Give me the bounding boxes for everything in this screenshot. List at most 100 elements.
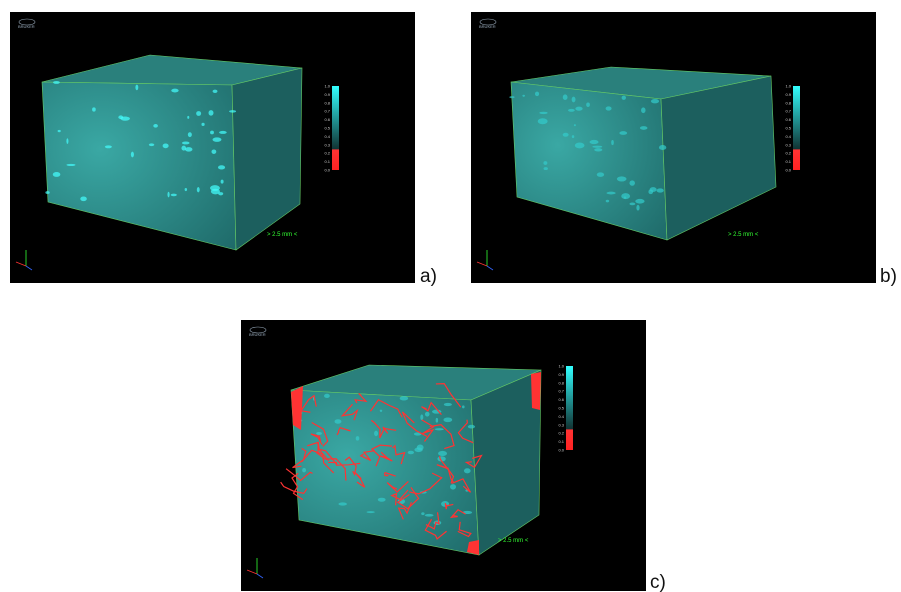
grain xyxy=(219,131,227,134)
colorbar-label: 0.5 xyxy=(785,126,791,131)
grain xyxy=(468,425,475,429)
grain xyxy=(378,498,386,502)
colorbar-label: 1.0 xyxy=(785,84,791,89)
colorbar-label: 0.5 xyxy=(324,126,330,131)
grain xyxy=(425,514,434,517)
colorbar-label: 0.9 xyxy=(558,372,564,377)
grain xyxy=(586,102,590,106)
colorbar-label: 0.0 xyxy=(324,168,330,173)
grain xyxy=(221,180,224,184)
grain xyxy=(163,143,169,148)
colorbar-label: 0.7 xyxy=(558,389,564,394)
grain xyxy=(435,428,444,430)
scale-bar: > 2.5 mm < xyxy=(498,538,529,544)
grain xyxy=(213,137,222,142)
grain xyxy=(617,176,627,181)
grain xyxy=(592,146,602,148)
panel-label: b) xyxy=(880,266,897,287)
grain xyxy=(380,410,383,412)
colorbar-label: 0.8 xyxy=(785,100,791,105)
grain xyxy=(444,403,452,406)
grain xyxy=(171,89,178,93)
grain xyxy=(196,111,201,116)
colorbar-label: 0.3 xyxy=(324,142,330,147)
grain xyxy=(185,188,187,191)
grain xyxy=(53,81,60,84)
grain xyxy=(651,99,659,103)
grain xyxy=(539,112,547,114)
panel: BRUKER1.00.90.80.70.60.50.40.30.20.10.0>… xyxy=(471,12,876,283)
grain xyxy=(201,123,204,126)
grain xyxy=(629,180,634,185)
grain xyxy=(408,451,414,455)
colorbar-label: 0.4 xyxy=(324,134,330,139)
grain xyxy=(149,143,154,146)
grain xyxy=(187,116,189,119)
grain xyxy=(522,95,525,97)
grain xyxy=(182,141,190,144)
grain xyxy=(167,192,169,198)
grain xyxy=(572,135,574,138)
grain xyxy=(436,418,439,423)
grain xyxy=(438,451,447,456)
grain xyxy=(197,187,200,192)
colorbar xyxy=(566,366,573,450)
grain xyxy=(211,149,216,153)
grain xyxy=(209,110,214,116)
grain xyxy=(171,194,177,197)
grain xyxy=(356,436,360,441)
grain xyxy=(563,94,568,100)
grain xyxy=(575,143,585,149)
grain xyxy=(316,432,322,435)
panel: BRUKER1.00.90.80.70.60.50.40.30.20.10.0>… xyxy=(241,320,646,591)
grain xyxy=(66,138,68,144)
grain xyxy=(118,115,123,119)
grain xyxy=(425,412,430,417)
grain xyxy=(213,90,218,93)
grain xyxy=(538,118,548,124)
scale-bar: > 2.5 mm < xyxy=(267,232,298,238)
grain xyxy=(334,419,341,424)
grain xyxy=(544,167,548,170)
grain xyxy=(568,109,575,112)
grain xyxy=(606,200,610,203)
colorbar-label: 0.8 xyxy=(324,100,330,105)
grain xyxy=(640,126,647,130)
colorbar-label: 0.0 xyxy=(785,168,791,173)
colorbar-label: 0.3 xyxy=(558,422,564,427)
grain xyxy=(366,511,374,513)
colorbar-label: 0.4 xyxy=(558,414,564,419)
grain xyxy=(210,131,214,135)
figure: BRUKER1.00.90.80.70.60.50.40.30.20.10.0>… xyxy=(0,0,901,592)
colorbar-label: 0.8 xyxy=(558,380,564,385)
grain xyxy=(659,145,666,150)
colorbar-label: 0.0 xyxy=(558,448,564,453)
grain xyxy=(574,124,576,126)
colorbar-label: 0.7 xyxy=(785,109,791,114)
grain xyxy=(575,107,582,111)
grain xyxy=(153,124,158,128)
grain xyxy=(563,133,569,137)
colorbar-label: 0.6 xyxy=(558,397,564,402)
grain xyxy=(621,193,630,199)
grain xyxy=(131,152,134,158)
grain xyxy=(443,418,452,423)
colorbar-label: 0.1 xyxy=(785,159,791,164)
grain xyxy=(302,468,306,472)
colorbar xyxy=(793,86,800,170)
grain xyxy=(45,191,49,194)
colorbar-label: 0.7 xyxy=(324,109,330,114)
grain xyxy=(218,165,225,169)
colorbar xyxy=(332,86,339,170)
colorbar-label: 0.5 xyxy=(558,406,564,411)
grain xyxy=(420,414,423,420)
grain xyxy=(572,97,576,103)
grain xyxy=(606,192,615,195)
colorbar-label: 0.6 xyxy=(785,117,791,122)
colorbar-label: 1.0 xyxy=(558,364,564,369)
grain xyxy=(462,405,465,408)
grain xyxy=(450,484,456,489)
grain xyxy=(417,445,424,451)
grain xyxy=(657,188,664,192)
grain xyxy=(92,107,96,111)
